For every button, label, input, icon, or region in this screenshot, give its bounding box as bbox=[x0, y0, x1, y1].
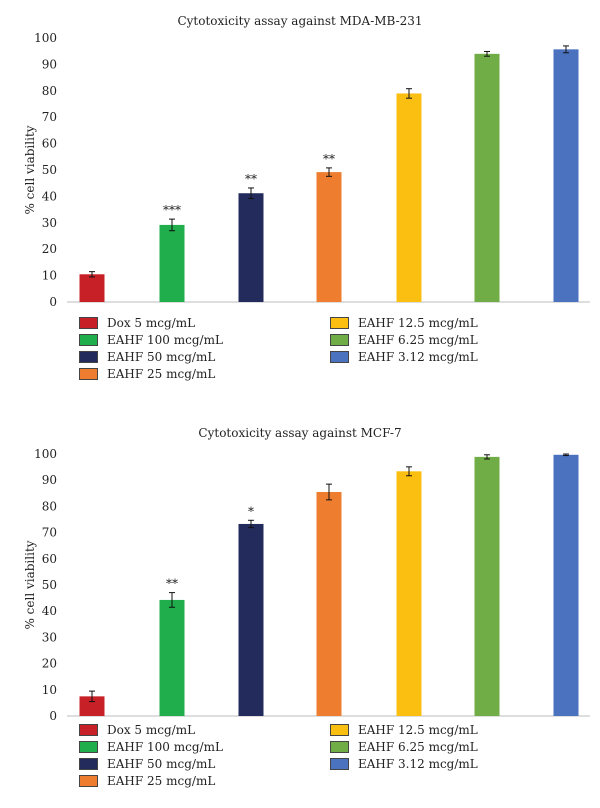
legend-swatch bbox=[330, 317, 349, 329]
chart-title: Cytotoxicity assay against MDA-MB-231 bbox=[177, 14, 423, 28]
y-tick-label: 0 bbox=[49, 295, 57, 309]
y-tick-label: 80 bbox=[42, 84, 57, 98]
y-tick-label: 10 bbox=[42, 269, 57, 283]
bar bbox=[316, 172, 342, 302]
legend-item: EAHF 25 mcg/mL bbox=[79, 366, 215, 382]
legend-item: Dox 5 mcg/mL bbox=[79, 315, 195, 331]
legend-label: EAHF 3.12 mcg/mL bbox=[358, 757, 478, 771]
legend: Dox 5 mcg/mL EAHF 100 mcg/mL EAHF 50 mcg/m… bbox=[0, 315, 600, 395]
y-tick-label: 30 bbox=[42, 216, 57, 230]
bar bbox=[159, 599, 185, 716]
y-tick-label: 100 bbox=[34, 31, 57, 45]
y-tick-label: 30 bbox=[42, 630, 57, 644]
y-tick-label: 70 bbox=[42, 526, 57, 540]
legend-label: EAHF 50 mcg/mL bbox=[107, 757, 216, 771]
legend-item: EAHF 100 mcg/mL bbox=[79, 332, 223, 348]
chart-panel-mda-mb-231: Cytotoxicity assay against MDA-MB-231 0 1… bbox=[0, 0, 600, 395]
legend-swatch bbox=[79, 775, 98, 787]
legend-label: EAHF 3.12 mcg/mL bbox=[358, 350, 478, 364]
bar bbox=[159, 224, 185, 302]
legend-label: EAHF 25 mcg/mL bbox=[107, 774, 216, 788]
legend-label: EAHF 12.5 mcg/mL bbox=[358, 723, 478, 737]
legend-label: EAHF 100 mcg/mL bbox=[107, 740, 223, 754]
chart-panel-mcf-7: Cytotoxicity assay against MCF-7 0 10 20 30… bbox=[0, 404, 600, 808]
bar bbox=[396, 93, 422, 302]
legend-swatch bbox=[79, 334, 98, 346]
legend-swatch bbox=[79, 741, 98, 753]
legend-swatch bbox=[79, 317, 98, 329]
bar-chart-mda-mb-231: 0 10 20 30 40 50 60 70 80 90 100 % cell viability **… bbox=[23, 31, 590, 309]
legend-swatch bbox=[330, 741, 349, 753]
y-tick-label: 90 bbox=[42, 473, 57, 487]
legend-label: EAHF 12.5 mcg/mL bbox=[358, 316, 478, 330]
legend-item: EAHF 3.12 mcg/mL bbox=[330, 349, 478, 365]
y-tick-label: 40 bbox=[42, 189, 57, 203]
legend-label: EAHF 6.25 mcg/mL bbox=[358, 333, 478, 347]
y-tick-label: 80 bbox=[42, 499, 57, 513]
legend-item: EAHF 6.25 mcg/mL bbox=[330, 332, 478, 348]
legend-item: EAHF 50 mcg/mL bbox=[79, 756, 215, 772]
y-tick-label: 10 bbox=[42, 683, 57, 697]
legend-swatch bbox=[330, 351, 349, 363]
legend-label: EAHF 6.25 mcg/mL bbox=[358, 740, 478, 754]
legend-swatch bbox=[330, 724, 349, 736]
y-axis-label: % cell viability bbox=[23, 540, 37, 629]
legend-swatch bbox=[79, 758, 98, 770]
legend-swatch bbox=[330, 758, 349, 770]
y-tick-label: 20 bbox=[42, 242, 57, 256]
legend-item: EAHF 25 mcg/mL bbox=[79, 773, 215, 789]
bar bbox=[396, 471, 422, 716]
y-tick-label: 70 bbox=[42, 110, 57, 124]
y-tick-label: 100 bbox=[34, 447, 57, 461]
bar bbox=[79, 696, 105, 716]
legend-item: Dox 5 mcg/mL bbox=[79, 722, 195, 738]
y-tick-label: 50 bbox=[42, 163, 57, 177]
y-tick-label: 40 bbox=[42, 604, 57, 618]
legend-item: EAHF 12.5 mcg/mL bbox=[330, 315, 478, 331]
legend-item: EAHF 3.12 mcg/mL bbox=[330, 756, 478, 772]
significance-label: ** bbox=[323, 152, 335, 166]
bar bbox=[79, 274, 105, 302]
legend-swatch bbox=[79, 368, 98, 380]
legend-swatch bbox=[79, 351, 98, 363]
legend-swatch bbox=[79, 724, 98, 736]
y-tick-label: 60 bbox=[42, 552, 57, 566]
y-tick-label: 0 bbox=[49, 709, 57, 723]
legend-label: EAHF 50 mcg/mL bbox=[107, 350, 216, 364]
bar bbox=[238, 193, 264, 302]
bar bbox=[316, 491, 342, 716]
legend: Dox 5 mcg/mL EAHF 100 mcg/mL EAHF 50 mcg/m… bbox=[0, 722, 600, 802]
y-tick-label: 60 bbox=[42, 137, 57, 151]
y-tick-label: 20 bbox=[42, 657, 57, 671]
significance-label: ** bbox=[245, 172, 257, 186]
legend-label: EAHF 25 mcg/mL bbox=[107, 367, 216, 381]
chart-title: Cytotoxicity assay against MCF-7 bbox=[198, 426, 402, 440]
legend-item: EAHF 12.5 mcg/mL bbox=[330, 722, 478, 738]
legend-swatch bbox=[330, 334, 349, 346]
y-tick-label: 50 bbox=[42, 578, 57, 592]
bar bbox=[474, 456, 500, 716]
legend-item: EAHF 6.25 mcg/mL bbox=[330, 739, 478, 755]
bar bbox=[553, 49, 579, 302]
y-tick-label: 90 bbox=[42, 57, 57, 71]
significance-label: * bbox=[248, 504, 254, 518]
legend-item: EAHF 50 mcg/mL bbox=[79, 349, 215, 365]
legend-item: EAHF 100 mcg/mL bbox=[79, 739, 223, 755]
bar bbox=[238, 523, 264, 716]
significance-label: *** bbox=[163, 203, 181, 217]
legend-label: EAHF 100 mcg/mL bbox=[107, 333, 223, 347]
legend-label: Dox 5 mcg/mL bbox=[107, 723, 196, 737]
bar bbox=[553, 454, 579, 716]
significance-label: ** bbox=[166, 577, 178, 591]
bar bbox=[474, 53, 500, 303]
legend-label: Dox 5 mcg/mL bbox=[107, 316, 196, 330]
y-axis-label: % cell viability bbox=[23, 125, 37, 214]
